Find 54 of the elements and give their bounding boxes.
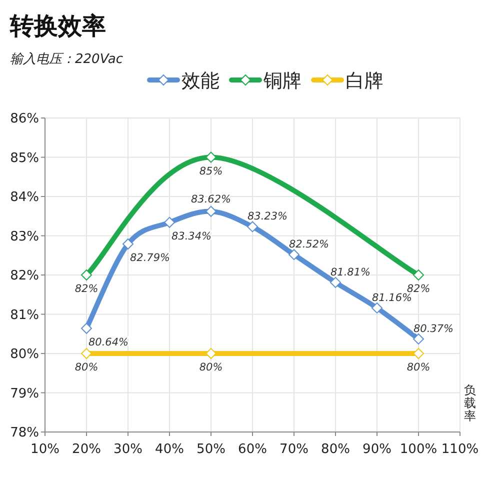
data-label: 85% xyxy=(199,165,223,178)
data-label: 83.34% xyxy=(171,230,212,242)
x-tick-label: 110% xyxy=(441,442,479,457)
data-label: 80% xyxy=(199,362,223,374)
x-tick-label: 40% xyxy=(155,442,184,457)
data-label: 81.81% xyxy=(330,266,371,278)
legend-label: 效能 xyxy=(182,70,220,92)
point xyxy=(81,322,92,334)
point xyxy=(413,333,424,344)
data-label: 82.79% xyxy=(130,252,170,264)
data-label: 80% xyxy=(74,362,98,374)
y-tick-label: 85% xyxy=(10,150,39,166)
y-tick-label: 82% xyxy=(10,268,39,284)
y-tick-label: 83% xyxy=(10,229,39,244)
chart-subtitle: 输入电压：220Vac xyxy=(10,52,123,67)
y-tick-label: 79% xyxy=(10,386,39,402)
point xyxy=(247,221,258,232)
point xyxy=(122,238,134,250)
x-tick-label: 80% xyxy=(321,442,350,457)
x-tick-label: 30% xyxy=(114,442,142,457)
legend-label: 白牌 xyxy=(346,70,384,92)
x-tick-label: 10% xyxy=(30,442,60,457)
point xyxy=(81,348,92,359)
point xyxy=(413,270,424,280)
x-tick-label: 90% xyxy=(362,442,392,457)
x-tick-label: 70% xyxy=(280,442,308,457)
point xyxy=(81,270,92,280)
legend-label: 铜牌 xyxy=(262,70,302,92)
point xyxy=(206,206,216,217)
point xyxy=(372,302,382,314)
data-label: 82.52% xyxy=(288,238,330,251)
data-label: 80.37% xyxy=(413,322,454,335)
data-label: 82% xyxy=(74,283,98,295)
x-tick-label: 60% xyxy=(238,442,267,457)
y-tick-label: 84% xyxy=(10,190,39,205)
y-tick-label: 80% xyxy=(10,347,39,362)
y-tick-label: 86% xyxy=(10,112,39,126)
x-tick-label: 100% xyxy=(400,442,438,457)
point xyxy=(206,152,216,163)
data-label: 80% xyxy=(406,362,430,374)
y-tick-label: 78% xyxy=(10,426,39,440)
point xyxy=(206,348,216,359)
data-label: 83.62% xyxy=(190,193,232,206)
point xyxy=(288,249,300,260)
data-label: 80.64% xyxy=(88,336,129,348)
x-tick-label: 50% xyxy=(196,442,226,457)
point xyxy=(413,348,424,359)
chart-title: 转换效率 xyxy=(9,12,106,40)
y-tick-label: 81% xyxy=(10,308,39,323)
x-tick-label: 20% xyxy=(72,442,101,457)
point xyxy=(330,276,341,288)
point xyxy=(164,216,175,228)
x-axis-title: 负载率 xyxy=(464,383,476,423)
data-label: 83.23% xyxy=(247,210,288,223)
